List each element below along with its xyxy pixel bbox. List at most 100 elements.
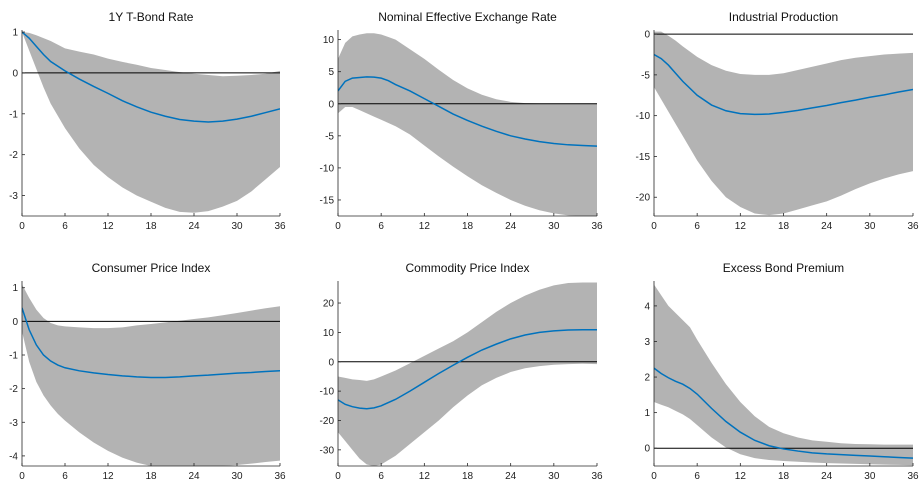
x-tick-label: 18 (462, 221, 474, 232)
y-tick-label: -2 (9, 150, 18, 161)
y-tick-label: 4 (644, 301, 650, 312)
x-tick-label: 18 (778, 221, 790, 232)
y-tick-label: 10 (323, 328, 335, 339)
chart-panel-4: 0 6 12 18 24 30 36 1 0 -1 -2 -3 -4 Consumer Price Ind… (9, 261, 286, 482)
y-tick-label: -5 (325, 131, 334, 142)
x-tick-label: 12 (419, 471, 431, 482)
confidence-band (22, 32, 280, 213)
x-tick-label: 6 (694, 471, 700, 482)
y-tick-label: -4 (9, 451, 18, 462)
x-tick-label: 36 (591, 471, 603, 482)
x-tick-label: 6 (694, 221, 700, 232)
impulse-response-line (338, 329, 597, 410)
chart-panel-3: 0 6 12 18 24 30 36 0 -5 -10 -15 -20 Industrial Produ… (636, 10, 919, 232)
confidence-band (22, 284, 280, 466)
x-tick-label: 30 (864, 471, 876, 482)
impulse-response-line (654, 53, 913, 116)
y-tick-label: 0 (328, 357, 334, 368)
x-tick-label: 30 (548, 471, 560, 482)
x-tick-label: 18 (145, 221, 157, 232)
x-tick-label: 36 (907, 221, 919, 232)
x-tick-label: 36 (274, 471, 286, 482)
chart-panel-5: 0 6 12 18 24 30 36 20 10 0 -10 -20 -30 Commodity Pric… (320, 261, 603, 482)
panel-title: Nominal Effective Exchange Rate (378, 10, 557, 24)
confidence-band (338, 282, 597, 466)
x-tick-label: 30 (231, 471, 243, 482)
confidence-band (338, 33, 597, 216)
x-tick-label: 30 (864, 221, 876, 232)
plot-area (22, 31, 280, 213)
chart-panel-6: 0 6 12 18 24 30 36 4 3 2 1 0 Excess Bond Premium (644, 261, 919, 482)
y-tick-label: 20 (323, 299, 335, 310)
x-tick-label: 6 (378, 221, 384, 232)
x-tick-label: 0 (651, 471, 657, 482)
x-tick-label: 24 (821, 471, 833, 482)
y-tick-label: 0 (12, 68, 18, 79)
x-tick-label: 0 (19, 471, 25, 482)
y-tick-label: -5 (641, 70, 650, 81)
x-tick-label: 30 (548, 221, 560, 232)
y-tick-label: -20 (636, 193, 651, 204)
x-tick-label: 6 (62, 471, 68, 482)
x-tick-label: 0 (19, 221, 25, 232)
y-tick-label: 3 (644, 337, 650, 348)
y-tick-label: -15 (636, 152, 651, 163)
panel-title: Excess Bond Premium (723, 261, 844, 275)
x-tick-label: 18 (145, 471, 157, 482)
panel-title: Consumer Price Index (92, 261, 211, 275)
y-tick-label: -3 (9, 418, 18, 429)
x-tick-label: 24 (821, 221, 833, 232)
plot-area (654, 31, 913, 216)
y-tick-label: -15 (320, 195, 335, 206)
x-tick-label: 12 (735, 471, 747, 482)
x-tick-label: 36 (274, 221, 286, 232)
x-tick-label: 18 (778, 471, 790, 482)
x-tick-label: 6 (62, 221, 68, 232)
y-tick-label: 1 (12, 283, 18, 294)
y-tick-label: 0 (12, 317, 18, 328)
x-tick-label: 18 (462, 471, 474, 482)
y-tick-label: 1 (12, 28, 18, 39)
x-tick-label: 24 (505, 221, 517, 232)
impulse-response-line (654, 367, 913, 459)
x-tick-label: 36 (591, 221, 603, 232)
panel-title: Industrial Production (729, 10, 838, 24)
impulse-response-line (338, 76, 597, 147)
x-tick-label: 0 (651, 221, 657, 232)
x-tick-label: 24 (505, 471, 517, 482)
x-tick-label: 0 (335, 221, 341, 232)
y-tick-label: 0 (644, 30, 650, 41)
y-tick-label: 5 (328, 67, 334, 78)
plot-area (338, 33, 597, 216)
x-tick-label: 30 (231, 221, 243, 232)
y-tick-label: -2 (9, 384, 18, 395)
panel-title: 1Y T-Bond Rate (109, 10, 194, 24)
x-tick-label: 0 (335, 471, 341, 482)
y-tick-label: 0 (328, 99, 334, 110)
chart-panel-1: 0 6 12 18 24 30 36 1 0 -1 -2 -3 1Y T-Bond Rate (9, 10, 286, 232)
x-tick-label: 6 (378, 471, 384, 482)
y-tick-label: -3 (9, 191, 18, 202)
x-tick-label: 24 (188, 471, 200, 482)
chart-panel-2: 0 6 12 18 24 30 36 10 5 0 -5 -10 -15 Nominal Effectiv… (320, 10, 603, 232)
confidence-band (654, 31, 913, 216)
plot-area (654, 284, 913, 466)
plot-area (22, 284, 280, 466)
impulse-response-line (22, 307, 280, 379)
y-tick-label: 2 (644, 373, 650, 384)
y-tick-label: -10 (320, 387, 335, 398)
y-tick-label: -1 (9, 109, 18, 120)
x-tick-label: 12 (102, 221, 114, 232)
plot-area (338, 282, 597, 466)
y-tick-label: 0 (644, 444, 650, 455)
x-tick-label: 24 (188, 221, 200, 232)
x-tick-label: 12 (735, 221, 747, 232)
x-tick-label: 12 (419, 221, 431, 232)
y-tick-label: -20 (320, 416, 335, 427)
panel-title: Commodity Price Index (405, 261, 529, 275)
y-tick-label: -10 (636, 111, 651, 122)
confidence-band (654, 284, 913, 466)
y-tick-label: 1 (644, 408, 650, 419)
impulse-response-line (22, 31, 280, 123)
y-tick-label: -10 (320, 163, 335, 174)
